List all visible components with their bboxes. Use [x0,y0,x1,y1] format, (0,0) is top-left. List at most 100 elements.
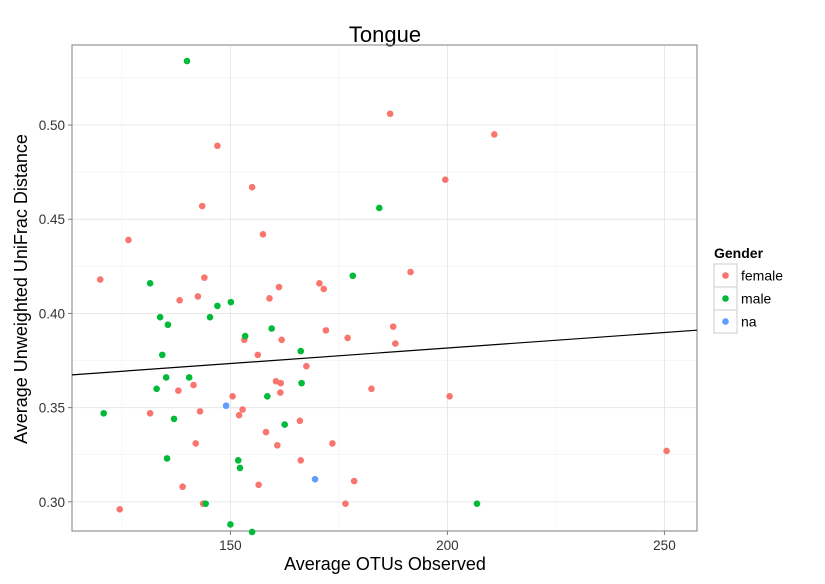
legend: Gender female male na [713,245,783,334]
data-point-female [259,231,267,238]
data-point-male [146,279,154,287]
data-point-female [446,393,453,400]
data-point-female [392,340,399,347]
data-point-male [100,409,107,417]
data-point-female [389,323,397,330]
data-point-male [248,528,256,536]
legend-key-male [722,295,729,302]
data-point-female [303,362,310,370]
data-point-male [264,393,271,400]
data-point-male [164,321,172,329]
legend-label-female: female [741,268,783,284]
data-point-male [473,500,481,507]
y-tick-label: 0.30 [39,495,65,510]
data-point-male [185,374,193,381]
data-point-female [248,183,256,191]
x-tick-label: 250 [653,538,676,553]
x-tick-label: 200 [436,538,459,553]
data-point-female [229,393,236,400]
y-tick-label: 0.40 [39,306,65,321]
data-point-male [153,385,160,393]
legend-key-na [722,318,729,325]
data-point-female [192,440,199,447]
data-point-female [350,477,358,485]
data-point-female [296,417,304,425]
legend-keys: female male na [713,263,783,334]
y-tick-label: 0.35 [39,401,65,416]
data-point-female [266,295,273,302]
legend-label-na: na [741,314,757,330]
data-point-male [227,298,235,306]
data-point-male [214,302,221,310]
data-point-female [198,202,206,210]
data-point-female [179,483,186,491]
data-point-female [175,387,182,394]
data-point-female [239,406,246,413]
data-point-female [255,481,262,489]
data-point-male [206,313,214,321]
data-point-male [236,464,244,472]
data-point-male [241,332,249,340]
data-point-male [170,415,178,423]
data-point-male [162,374,170,381]
legend-title: Gender [714,245,764,261]
legend-label-male: male [741,291,772,307]
data-point-male [163,455,171,462]
data-points [96,57,670,536]
y-axis-title: Average Unweighted UniFrac Distance [11,134,31,444]
trend-line [71,329,698,376]
plot-panel-border [71,44,698,532]
data-point-female [194,293,202,300]
data-point-male [202,500,209,507]
data-point-female [368,385,375,393]
data-point-male [234,457,242,464]
y-tick-label: 0.45 [39,212,65,227]
x-axis-title: Average OTUs Observed [284,554,486,574]
data-point-female [146,409,154,417]
y-axis-ticks: 0.30 0.35 0.40 0.45 0.50 [39,118,72,510]
data-point-female [125,236,132,244]
data-point-female [116,506,124,513]
data-point-male [183,57,191,65]
data-point-female [441,176,449,183]
y-tick-label: 0.50 [39,118,65,133]
data-point-female [273,441,281,449]
data-point-female [196,408,204,415]
data-point-male [158,351,166,359]
data-point-male [227,521,234,528]
data-point-female [344,334,351,342]
data-point-male [297,347,305,355]
data-point-female [262,428,270,436]
data-point-male [375,204,383,212]
data-point-female [316,279,323,287]
data-point-female [322,327,330,334]
chart-title: Tongue [349,22,421,47]
data-point-male [156,313,164,321]
data-point-male [298,379,305,387]
data-point-female [342,500,349,507]
data-point-na [311,475,319,483]
data-point-female [201,274,208,281]
data-point-male [349,272,357,280]
data-point-female [320,285,328,293]
data-point-female [407,268,414,276]
data-point-female [663,447,670,455]
data-point-female [329,440,336,447]
x-tick-label: 150 [219,538,242,553]
data-point-female [214,142,221,150]
x-axis-ticks: 150 200 250 [219,531,676,553]
data-point-female [190,381,197,389]
grid-lines [72,45,697,531]
data-point-male [268,325,275,332]
legend-key-female [722,272,729,279]
data-point-female [277,379,285,387]
data-point-female [176,296,183,304]
data-point-female [277,389,284,396]
data-point-na [222,402,230,410]
data-point-female [278,336,285,344]
data-point-female [275,283,283,291]
data-point-male [281,421,288,428]
data-point-female [254,351,262,359]
data-point-female [96,276,104,283]
